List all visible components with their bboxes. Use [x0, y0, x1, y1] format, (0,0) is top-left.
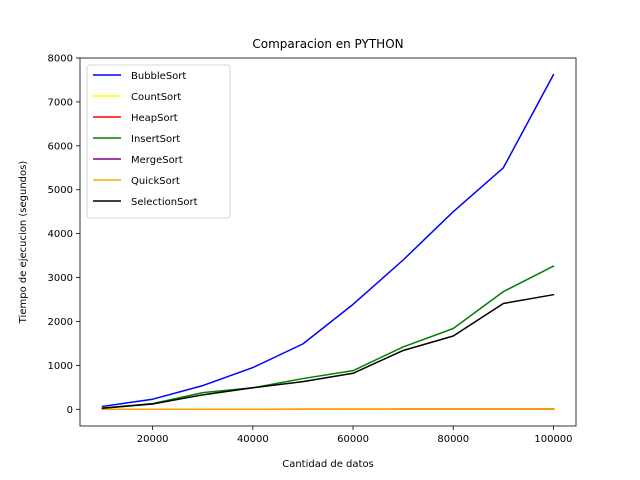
- y-axis: 0 1000 2000 3000 4000 5000 6000 7000 8000: [48, 54, 80, 416]
- chart-title: Comparacion en PYTHON: [252, 37, 403, 51]
- series-line-bubblesort: [101, 73, 555, 408]
- x-tick-label: 20000: [137, 434, 169, 445]
- y-axis-label: Tiempo de ejecucion (segundos): [18, 161, 29, 325]
- legend-label: HeapSort: [131, 113, 178, 124]
- y-tick-label: 6000: [48, 141, 73, 152]
- legend-label: InsertSort: [131, 134, 180, 145]
- legend-label: QuickSort: [131, 176, 180, 187]
- y-tick-label: 0: [67, 405, 73, 416]
- x-tick-label: 100000: [534, 434, 572, 445]
- x-tick-label: 60000: [337, 434, 369, 445]
- y-tick-label: 1000: [48, 361, 73, 372]
- legend-label: SelectionSort: [131, 197, 198, 208]
- legend: BubbleSort CountSort HeapSort InsertSort Mer…: [86, 64, 231, 219]
- legend-label: BubbleSort: [131, 71, 186, 82]
- plot-frame: [79, 57, 577, 427]
- y-tick-label: 2000: [48, 317, 73, 328]
- legend-label: CountSort: [131, 92, 181, 103]
- series-line-selectionsort: [101, 293, 555, 410]
- x-tick-label: 40000: [237, 434, 269, 445]
- legend-label: MergeSort: [131, 155, 183, 166]
- series-lines: [101, 73, 555, 411]
- series-line-insertsort: [101, 265, 555, 409]
- x-axis: 20000 40000 60000 80000 100000: [137, 426, 573, 445]
- x-axis-label: Cantidad de datos: [282, 459, 374, 470]
- y-tick-label: 3000: [48, 273, 73, 284]
- y-tick-label: 4000: [48, 229, 73, 240]
- x-tick-label: 80000: [437, 434, 469, 445]
- legend-box: [86, 64, 231, 219]
- y-tick-label: 8000: [48, 54, 73, 65]
- y-tick-label: 7000: [48, 97, 73, 108]
- y-tick-label: 5000: [48, 185, 73, 196]
